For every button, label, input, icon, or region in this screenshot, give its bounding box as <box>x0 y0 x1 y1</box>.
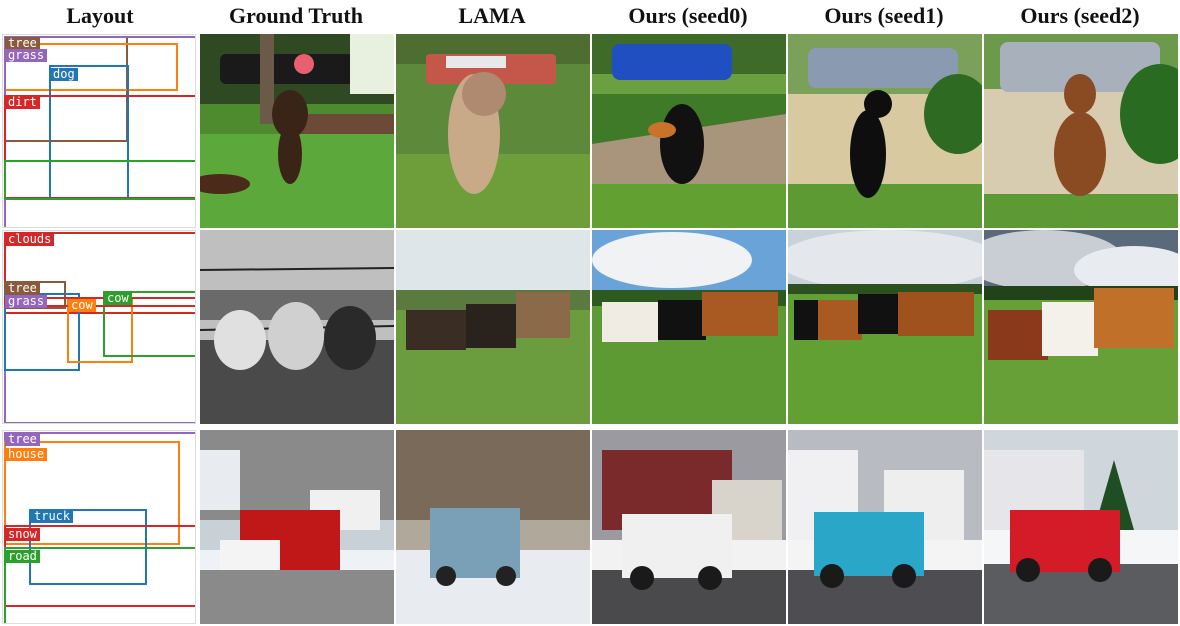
image-dog-lama <box>396 34 590 228</box>
column-header-seed1: Ours (seed1) <box>824 3 944 28</box>
image-truck-seed0 <box>592 430 786 624</box>
label-dirt: dirt <box>5 96 40 109</box>
image-truck-lama <box>396 430 590 624</box>
column-header-seed0: Ours (seed0) <box>628 3 748 28</box>
label-clouds: clouds <box>5 233 55 246</box>
label-tree: tree <box>5 282 40 295</box>
label-tree: tree <box>5 433 40 446</box>
image-dog-seed2 <box>984 34 1178 228</box>
label-grass: grass <box>5 49 48 62</box>
column-header-ground-truth: Ground Truth <box>229 3 363 28</box>
bbox-green <box>4 160 195 200</box>
image-truck-ground-truth <box>200 430 394 624</box>
bbox-clouds <box>4 232 195 314</box>
layout-panel-dog: tree grass dog dirt <box>2 34 196 228</box>
image-dog-seed1 <box>788 34 982 228</box>
column-header-layout: Layout <box>66 3 134 28</box>
image-cows-ground-truth <box>200 230 394 424</box>
label-truck: truck <box>31 510 74 523</box>
layout-panel-cows: clouds tree grass cow cow <box>2 230 196 424</box>
label-dog: dog <box>50 68 78 81</box>
bbox-cow2 <box>103 291 195 357</box>
bbox-blue <box>4 293 80 371</box>
column-header-lama: LAMA <box>458 3 526 28</box>
image-truck-seed2 <box>984 430 1178 624</box>
image-cows-seed1 <box>788 230 982 424</box>
image-dog-ground-truth <box>200 34 394 228</box>
bbox-house <box>4 441 180 545</box>
image-cows-seed2 <box>984 230 1178 424</box>
label-road: road <box>5 550 40 563</box>
image-cows-lama <box>396 230 590 424</box>
image-dog-seed0 <box>592 34 786 228</box>
label-cow-2: cow <box>104 292 132 305</box>
image-cows-seed0 <box>592 230 786 424</box>
image-truck-seed1 <box>788 430 982 624</box>
label-cow-1: cow <box>68 299 96 312</box>
bbox-road <box>4 547 195 623</box>
column-header-seed2: Ours (seed2) <box>1020 3 1140 28</box>
label-tree: tree <box>5 37 40 50</box>
label-house: house <box>5 448 48 461</box>
layout-panel-truck: tree house truck snow road <box>2 430 196 624</box>
label-snow: snow <box>5 528 40 541</box>
label-grass: grass <box>5 295 48 308</box>
